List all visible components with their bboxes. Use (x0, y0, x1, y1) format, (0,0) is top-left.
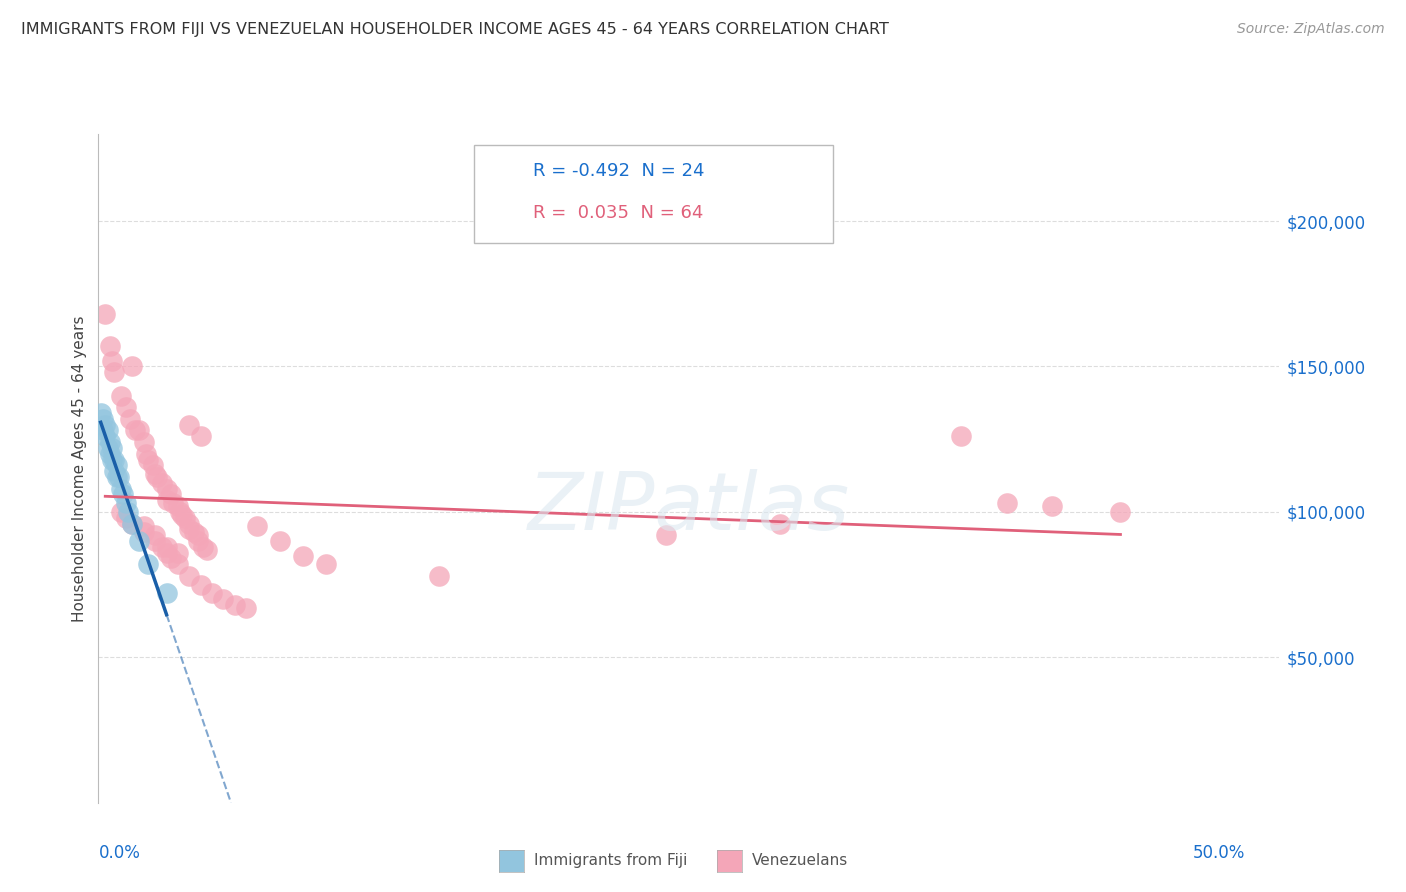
Point (110, 505, 132, 519)
Point (121, 359, 143, 374)
Point (138, 558, 160, 572)
Point (114, 496, 136, 510)
Point (155, 493, 177, 508)
Point (172, 508, 194, 522)
Point (114, 401, 136, 415)
Point (150, 475, 173, 490)
Point (179, 516, 201, 531)
Point (167, 546, 190, 560)
Point (246, 519, 269, 533)
Point (224, 598, 246, 612)
Point (132, 525, 155, 540)
Point (112, 487, 135, 501)
Point (655, 528, 678, 542)
Point (103, 365, 125, 379)
Point (135, 447, 157, 461)
Point (269, 534, 291, 549)
Point (143, 467, 166, 482)
Point (110, 482, 132, 496)
Point (121, 516, 143, 531)
Point (128, 534, 150, 549)
Point (190, 577, 212, 591)
Point (110, 388, 132, 402)
Point (179, 417, 201, 432)
Point (995, 496, 1018, 510)
Point (179, 569, 201, 583)
Point (155, 540, 177, 554)
Point (162, 496, 184, 510)
Point (769, 516, 792, 531)
Point (103, 464, 125, 478)
Point (96, 424, 118, 438)
Point (187, 528, 209, 542)
Point (315, 558, 337, 572)
Text: IMMIGRANTS FROM FIJI VS VENEZUELAN HOUSEHOLDER INCOME AGES 45 - 64 YEARS CORRELA: IMMIGRANTS FROM FIJI VS VENEZUELAN HOUSE… (21, 22, 889, 37)
Point (190, 429, 212, 443)
Text: Venezuelans: Venezuelans (752, 854, 848, 868)
Point (91, 424, 114, 438)
Point (117, 505, 139, 519)
Text: R =  0.035  N = 64: R = 0.035 N = 64 (533, 204, 703, 222)
Y-axis label: Householder Income Ages 45 - 64 years: Householder Income Ages 45 - 64 years (72, 315, 87, 622)
Point (201, 586, 224, 600)
Point (155, 546, 177, 560)
Point (155, 482, 177, 496)
Point (105, 458, 128, 473)
Point (183, 525, 205, 540)
Point (108, 470, 131, 484)
Point (124, 424, 146, 438)
Text: R = -0.492  N = 24: R = -0.492 N = 24 (533, 162, 704, 180)
Point (142, 458, 165, 473)
Point (950, 429, 973, 443)
Point (132, 519, 155, 533)
Point (120, 412, 142, 426)
Point (1109, 505, 1132, 519)
Point (101, 441, 124, 455)
Point (98, 339, 121, 353)
Point (114, 510, 136, 524)
Point (212, 592, 235, 607)
Point (291, 549, 314, 563)
Point (160, 487, 183, 501)
Point (98, 435, 121, 450)
Text: ZIPatlas: ZIPatlas (527, 469, 851, 548)
Point (191, 540, 214, 554)
Point (138, 452, 160, 467)
Point (143, 534, 166, 549)
Point (169, 505, 191, 519)
Point (187, 534, 209, 549)
Point (91, 412, 114, 426)
Point (98, 447, 121, 461)
Point (94, 429, 117, 443)
Point (1040, 499, 1063, 513)
Point (167, 499, 190, 513)
Point (167, 558, 190, 572)
Point (160, 551, 183, 566)
Point (101, 452, 124, 467)
Point (132, 435, 155, 450)
Point (101, 353, 124, 368)
Point (146, 470, 169, 484)
Point (143, 528, 166, 542)
Text: Immigrants from Fiji: Immigrants from Fiji (534, 854, 688, 868)
Text: 50.0%: 50.0% (1194, 844, 1246, 862)
Point (427, 569, 450, 583)
Point (103, 452, 125, 467)
Point (197, 542, 219, 557)
Text: 0.0%: 0.0% (98, 844, 141, 862)
Point (90, 406, 112, 420)
Point (96, 441, 118, 455)
Text: Source: ZipAtlas.com: Source: ZipAtlas.com (1237, 22, 1385, 37)
Point (179, 522, 201, 536)
Point (94, 307, 117, 321)
Point (94, 417, 117, 432)
Point (128, 424, 150, 438)
Point (105, 470, 128, 484)
Point (235, 601, 257, 615)
Point (121, 516, 143, 531)
Point (150, 540, 173, 554)
Point (155, 586, 177, 600)
Point (173, 510, 195, 524)
